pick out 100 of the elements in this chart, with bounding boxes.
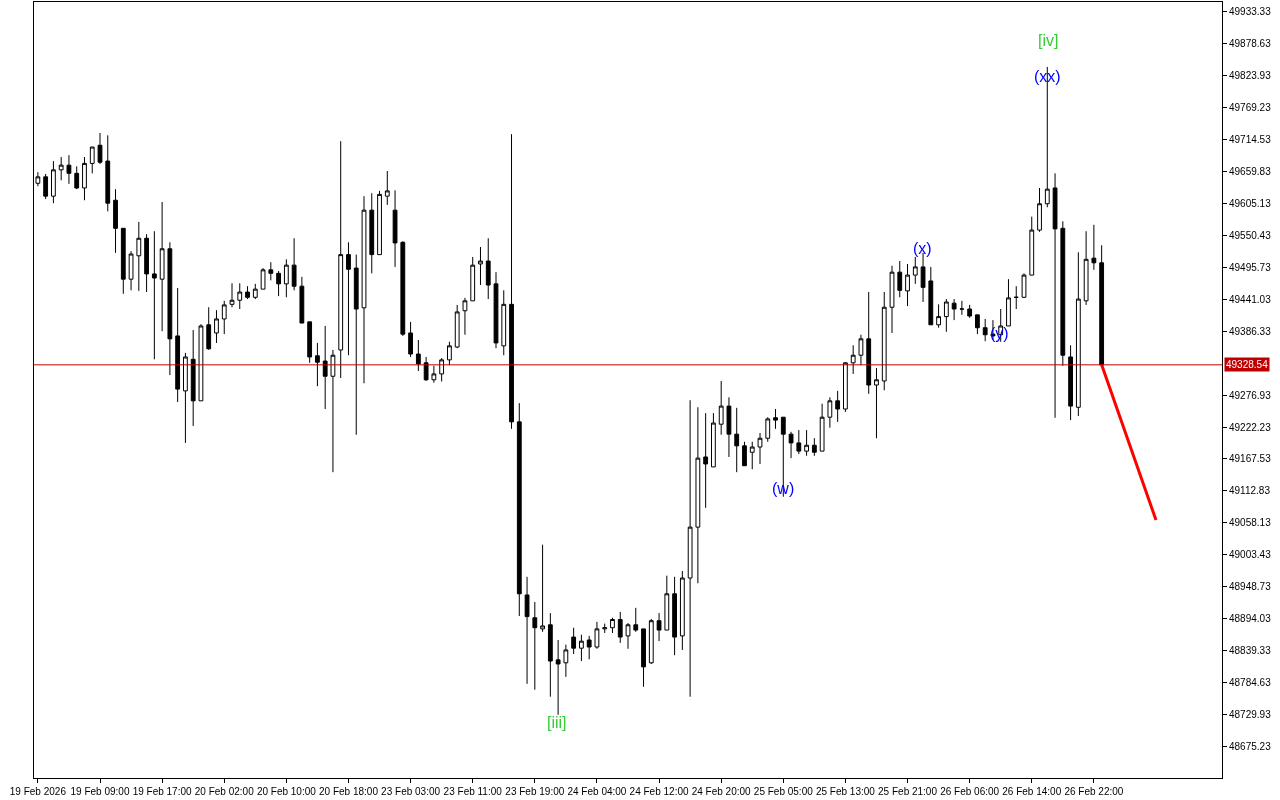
candlestick — [1037, 187, 1042, 233]
candlestick — [718, 380, 724, 436]
candlestick — [819, 403, 825, 452]
candlestick — [703, 412, 709, 509]
candlestick — [260, 267, 266, 290]
candlestick — [252, 283, 258, 300]
candlestick — [338, 140, 344, 379]
x-tick-label: 25 Feb 21:00 — [878, 786, 938, 797]
candlestick — [447, 341, 452, 366]
candlestick — [346, 241, 351, 356]
candlestick — [874, 367, 879, 439]
candlestick — [804, 429, 809, 457]
candlestick — [439, 357, 445, 383]
candlestick — [742, 441, 747, 467]
candlestick — [602, 623, 608, 634]
candlestick — [835, 390, 841, 423]
candlestick — [858, 334, 864, 366]
candlestick — [773, 408, 778, 430]
candlestick — [594, 621, 600, 650]
candlestick — [827, 396, 833, 429]
candlestick — [66, 154, 72, 185]
candlestick — [159, 201, 165, 332]
candlestick — [58, 156, 64, 181]
candlestick — [89, 146, 95, 174]
candlestick — [571, 627, 577, 655]
candlestick — [245, 285, 250, 300]
candlestick — [400, 240, 406, 337]
y-tick-label: 49222.23 — [1229, 421, 1272, 433]
y-tick-label: 49659.83 — [1229, 165, 1272, 177]
x-tick-label: 26 Feb 22:00 — [1064, 786, 1124, 797]
y-tick-label: 48784.63 — [1229, 677, 1272, 689]
candlestick — [897, 260, 903, 298]
x-tick-label: 23 Feb 19:00 — [505, 786, 565, 797]
candlestick — [796, 429, 802, 455]
candlestick — [617, 611, 623, 644]
candlestick — [51, 160, 56, 204]
x-tick-label: 20 Feb 18:00 — [319, 786, 379, 797]
candlestick — [679, 570, 685, 651]
y-tick-label: 49605.13 — [1229, 197, 1272, 209]
candlestick — [82, 156, 87, 201]
candlestick — [788, 431, 794, 459]
candlestick — [811, 437, 817, 457]
candlestick — [881, 291, 887, 391]
x-tick-label: 24 Feb 04:00 — [567, 786, 627, 797]
candlestick — [959, 300, 965, 316]
candlestick — [547, 612, 553, 698]
x-tick-label: 20 Feb 10:00 — [256, 786, 317, 797]
candlestick — [291, 237, 297, 291]
candlestick — [726, 396, 732, 458]
candlestick — [431, 365, 437, 384]
candlestick — [353, 254, 359, 436]
candlestick — [423, 356, 429, 382]
candlestick — [912, 256, 918, 285]
candlestick — [214, 309, 219, 344]
y-tick-label: 48839.33 — [1229, 645, 1272, 657]
y-tick-label: 49495.73 — [1229, 261, 1272, 273]
x-tick-label: 24 Feb 12:00 — [629, 786, 689, 797]
candlestick — [516, 402, 522, 617]
candlestick — [454, 304, 460, 349]
candlestick — [1083, 230, 1089, 306]
candlestick — [1006, 278, 1011, 327]
y-tick-label: 49550.43 — [1229, 229, 1272, 241]
y-tick-label: 49441.03 — [1229, 293, 1272, 305]
candlestick — [540, 544, 545, 633]
candlestick — [144, 233, 149, 293]
x-tick-label: 25 Feb 05:00 — [753, 786, 814, 797]
candlestick — [151, 230, 157, 360]
annotation: (x) — [913, 240, 932, 257]
ref-line-label: 49328.54 — [1226, 359, 1269, 370]
candlestick — [408, 321, 413, 358]
candlestick — [1099, 244, 1105, 366]
x-tick-label: 25 Feb 13:00 — [815, 786, 876, 797]
candlestick — [866, 291, 872, 395]
candlestick — [113, 188, 118, 254]
y-tick-label: 49823.93 — [1229, 69, 1272, 81]
candlestick — [936, 303, 941, 329]
candlestick — [1075, 251, 1081, 417]
y-tick-label: 49112.83 — [1229, 485, 1271, 497]
candlestick — [392, 189, 398, 268]
candlestick — [1052, 172, 1058, 419]
candlestick — [384, 170, 390, 206]
candlestick — [1021, 272, 1027, 299]
candlestick — [1013, 285, 1019, 310]
y-tick-label: 48894.03 — [1229, 613, 1272, 625]
candlestick — [268, 261, 274, 281]
candlestick — [1060, 220, 1066, 367]
candlestick — [641, 628, 646, 688]
y-tick-label: 48729.93 — [1229, 709, 1272, 721]
candlestick — [765, 416, 771, 443]
candlestick — [749, 441, 755, 470]
candlestick — [967, 304, 973, 319]
candlestick — [377, 190, 382, 256]
candlestick — [648, 618, 654, 665]
candlestick — [322, 325, 328, 410]
candlestick — [982, 318, 988, 342]
candlestick — [237, 282, 243, 310]
candlestick — [625, 622, 631, 650]
candlestick — [711, 412, 716, 468]
candlestick — [905, 263, 910, 307]
candlestick — [695, 406, 701, 584]
